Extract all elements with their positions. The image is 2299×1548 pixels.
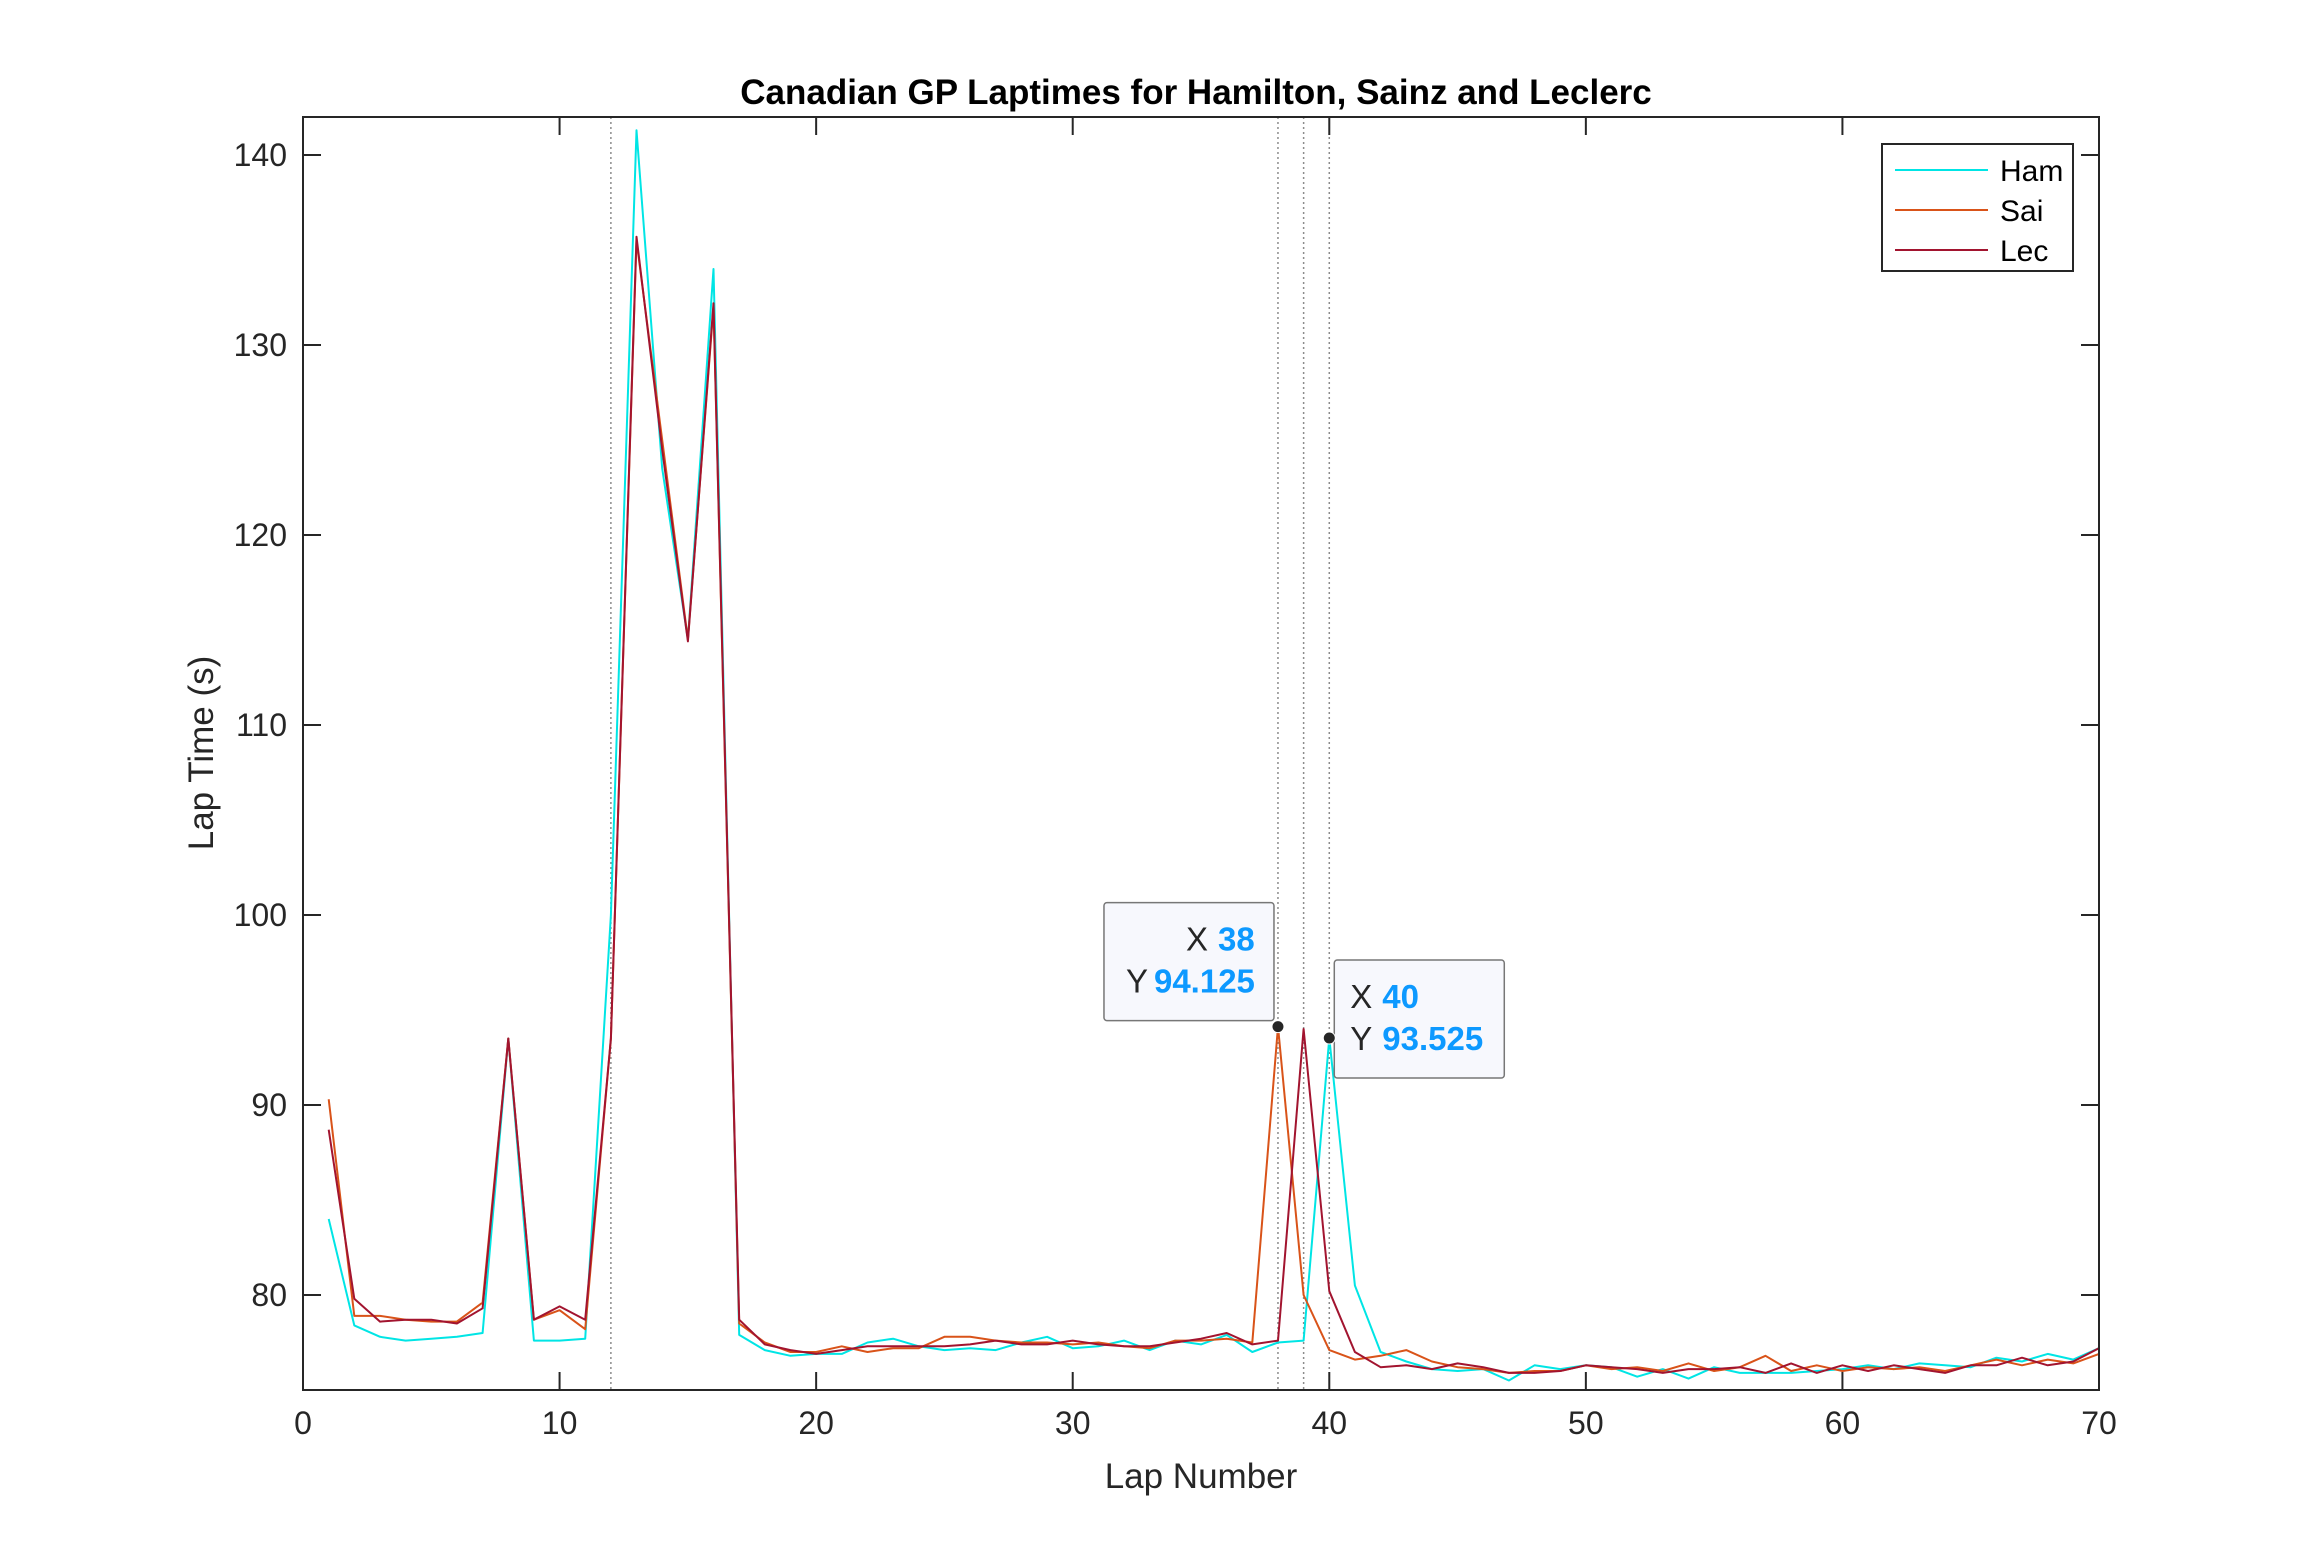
y-tick-label: 120 <box>234 517 287 553</box>
legend-label-ham: Ham <box>2000 155 2063 188</box>
legend-label-sai: Sai <box>2000 195 2043 228</box>
plot-area <box>303 117 2099 1390</box>
data-tip-key: X <box>1350 978 1372 1015</box>
y-tick-label: 80 <box>251 1277 287 1313</box>
x-tick-label: 0 <box>294 1405 312 1441</box>
x-tick-label: 60 <box>1825 1405 1861 1441</box>
data-tip-value: 93.525 <box>1382 1020 1483 1057</box>
x-tick-label: 70 <box>2081 1405 2117 1441</box>
chart-title: Canadian GP Laptimes for Hamilton, Sainz… <box>740 73 1652 112</box>
x-tick-label: 40 <box>1311 1405 1347 1441</box>
y-tick-label: 130 <box>234 327 287 363</box>
y-tick-label: 100 <box>234 897 287 933</box>
data-tip-box <box>1333 959 1506 1079</box>
data-tip-marker <box>1271 1020 1285 1034</box>
data-tip-key: Y <box>1126 963 1148 1000</box>
x-tick-label: 20 <box>798 1405 834 1441</box>
y-tick-label: 140 <box>234 137 287 173</box>
x-tick-label: 10 <box>542 1405 578 1441</box>
data-tip-value: 40 <box>1382 978 1419 1015</box>
data-tip-38[interactable]: X 38 Y 94.125 <box>1103 901 1285 1034</box>
data-tip-value: 38 <box>1218 921 1255 958</box>
series-line-lec <box>327 235 2100 1374</box>
x-axis-label: Lap Number <box>1105 1457 1298 1496</box>
data-tip-marker <box>1322 1031 1336 1045</box>
reference-lines <box>610 117 1331 1390</box>
data-tip-key: Y <box>1350 1020 1372 1057</box>
data-tip-40[interactable]: X 40 Y 93.525 <box>1322 959 1506 1079</box>
y-tick-label: 90 <box>251 1087 287 1123</box>
y-axis-label: Lap Time (s) <box>182 656 221 851</box>
data-tip-key: X <box>1186 921 1208 958</box>
data-tips[interactable]: X 38Y 94.125 X 40Y 93.525 <box>1103 901 1506 1079</box>
axes-box <box>302 116 2100 1391</box>
y-tick-label: 110 <box>236 707 287 743</box>
series-layer <box>327 129 2100 1382</box>
x-tick-label: 30 <box>1055 1405 1091 1441</box>
axis-ticks: 0 10 20 30 40 50 60 70 80 90 100 110 120 130 140 <box>234 117 2117 1441</box>
legend-label-lec: Lec <box>2000 235 2048 268</box>
x-tick-label: 50 <box>1568 1405 1604 1441</box>
data-tip-value: 94.125 <box>1154 963 1255 1000</box>
data-tip-box <box>1103 901 1275 1022</box>
legend[interactable]: Ham Sai Lec <box>1881 143 2074 272</box>
